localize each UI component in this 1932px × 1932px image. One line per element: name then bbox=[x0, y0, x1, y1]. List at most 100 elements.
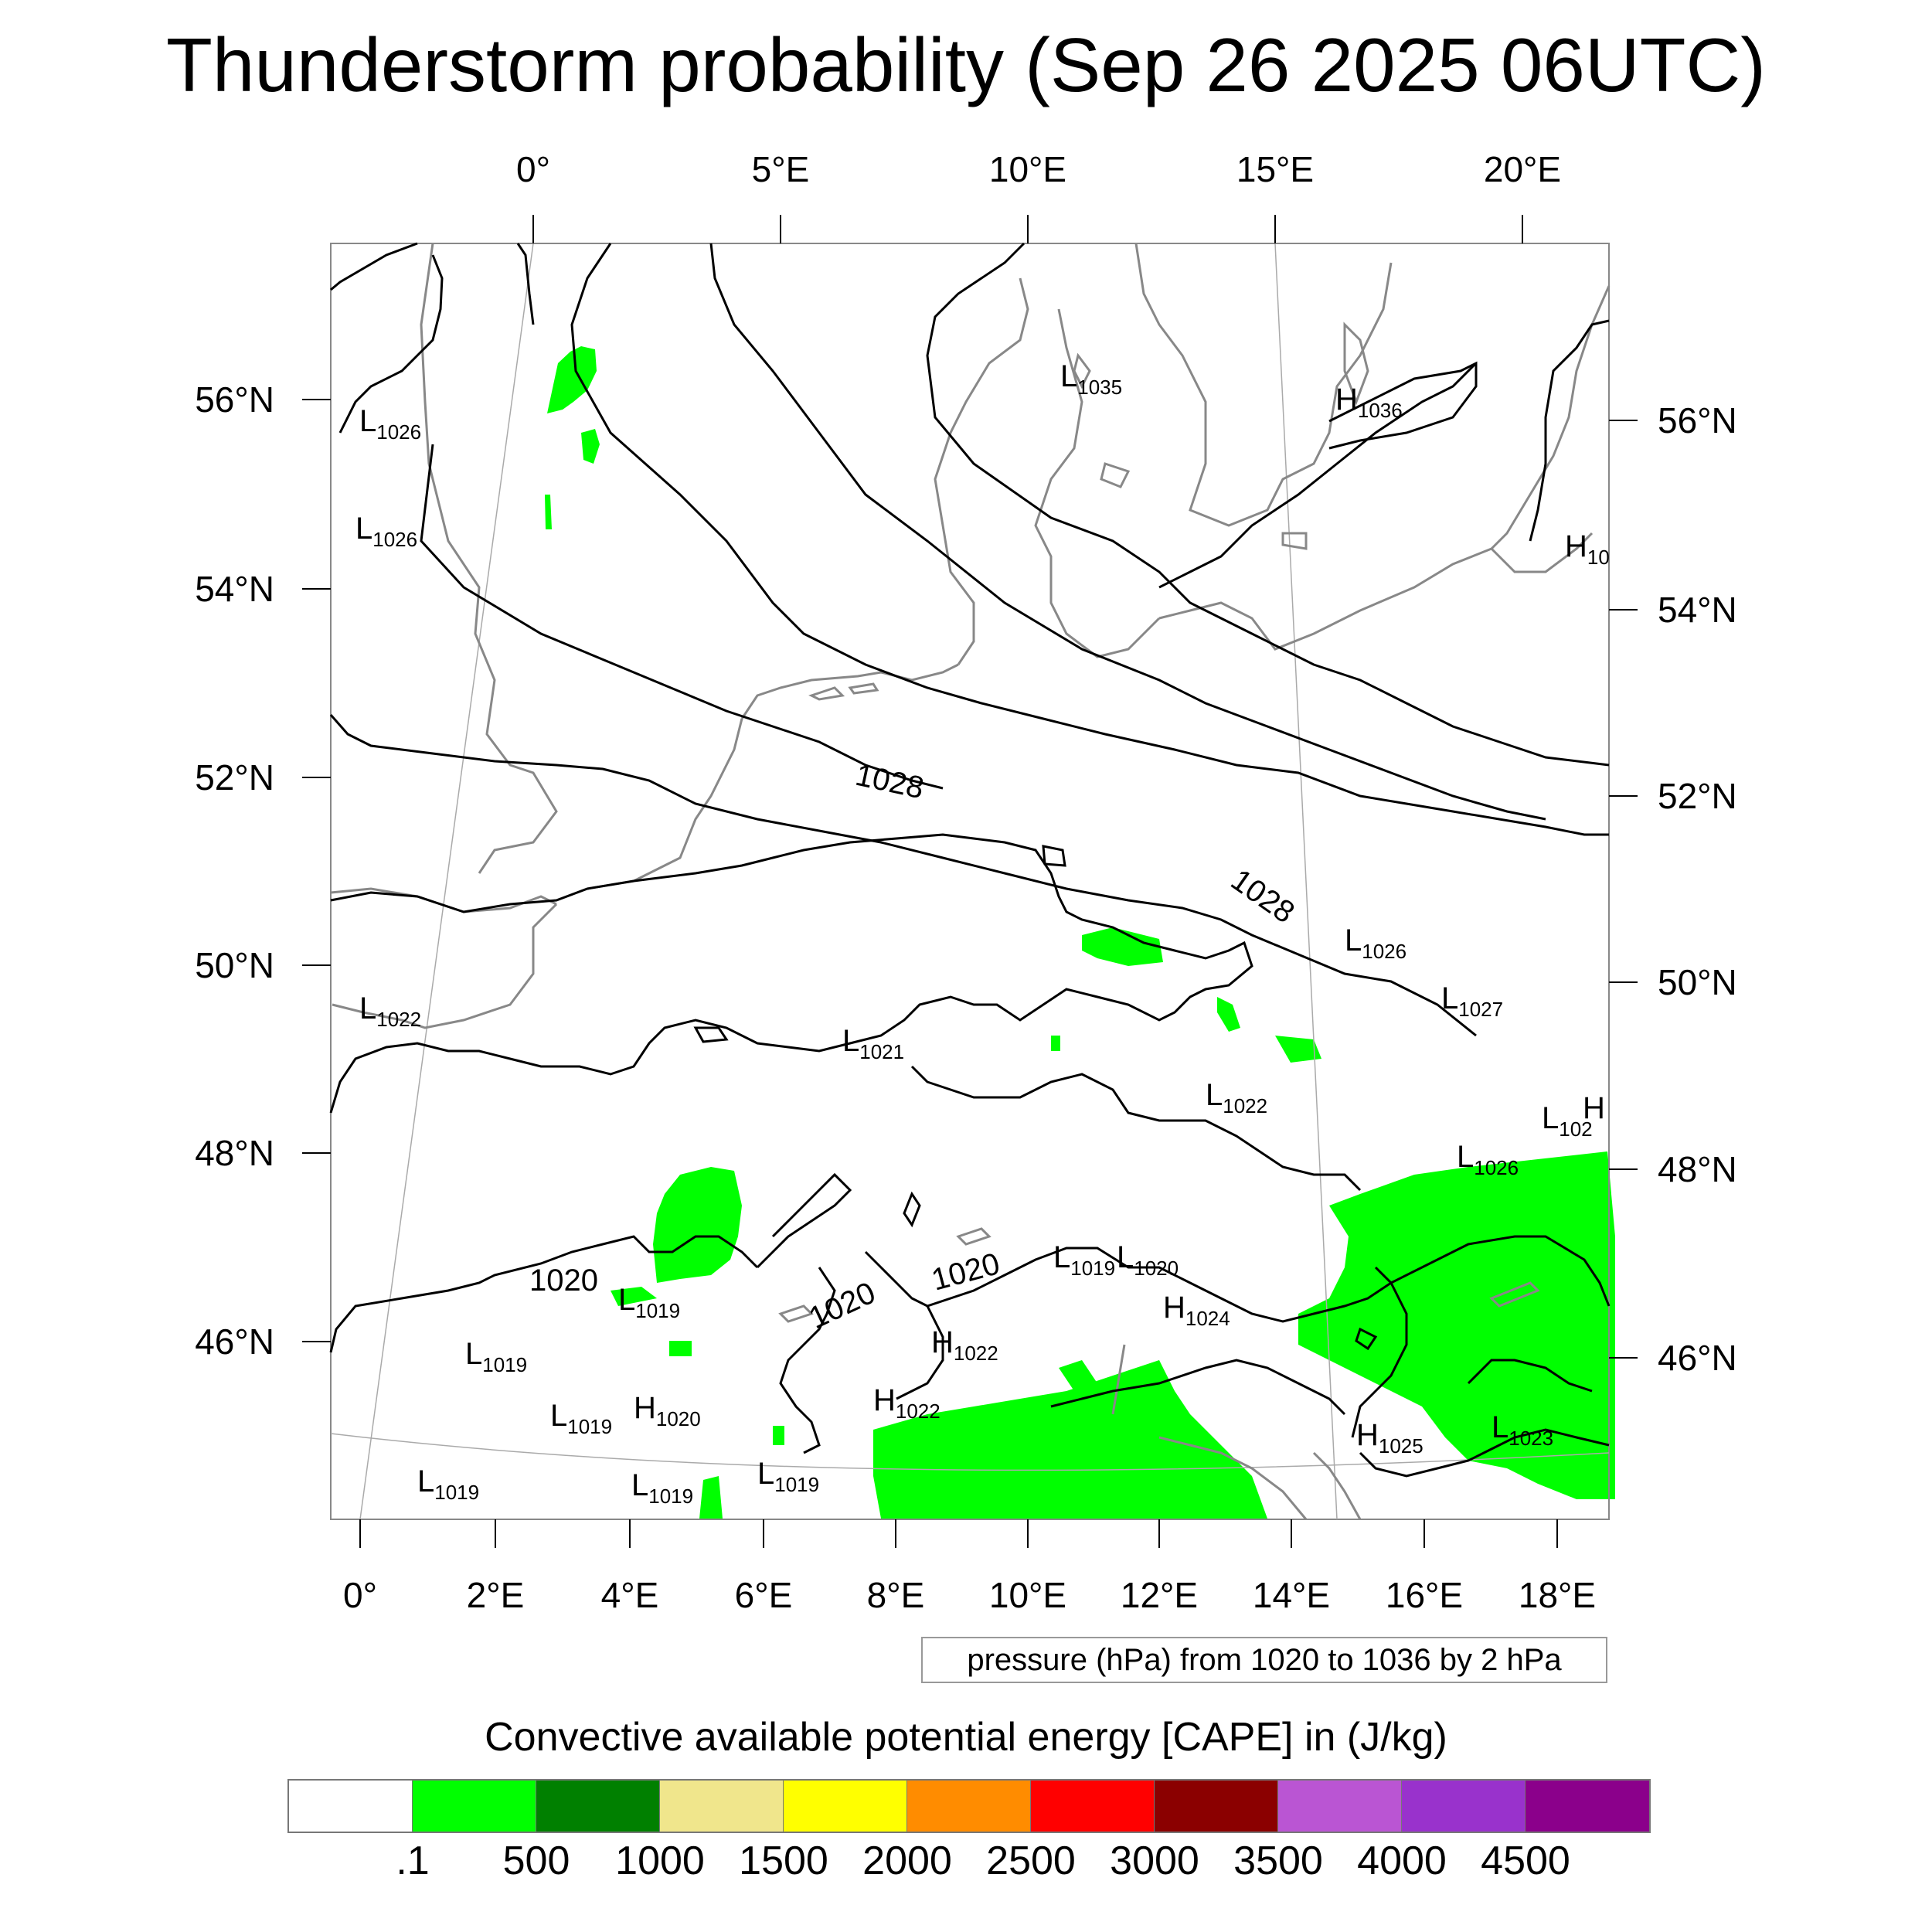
coast-baltic-states bbox=[1490, 285, 1611, 550]
left-tick-56n: 56°N bbox=[195, 379, 274, 420]
pressure-center-l-26: L1023 bbox=[1492, 1410, 1553, 1450]
isobar-12 bbox=[329, 833, 1253, 1114]
coast-bornholm bbox=[1281, 532, 1308, 550]
contour-label-1020-b: 1020 bbox=[804, 1276, 880, 1335]
pressure-note: pressure (hPa) from 1020 to 1036 by 2 hP… bbox=[921, 1637, 1607, 1683]
coastlines bbox=[330, 243, 1611, 1520]
isobar-8 bbox=[1158, 362, 1478, 589]
top-tick-10e: 10°E bbox=[989, 149, 1066, 189]
colorbar-swatch-1 bbox=[413, 1781, 536, 1832]
pressure-center-h-18: H1022 bbox=[873, 1383, 940, 1423]
left-tick-46n: 46°N bbox=[195, 1321, 274, 1362]
coast-lake-balaton bbox=[1489, 1281, 1540, 1308]
left-axis-labels: 56°N 54°N 52°N 50°N 48°N 46°N bbox=[195, 379, 274, 1362]
bottom-tick-2e: 2°E bbox=[467, 1575, 525, 1615]
contour-label-1020-c: 1020 bbox=[928, 1247, 1003, 1298]
isobar-21 bbox=[1351, 1266, 1408, 1438]
pressure-center-l-20: L1019 bbox=[550, 1399, 612, 1438]
top-axis-labels: 0° 5°E 10°E 15°E 20°E bbox=[516, 149, 1561, 189]
coast-istria bbox=[1312, 1451, 1362, 1520]
isobar-13 bbox=[910, 1065, 1362, 1192]
coast-alps-lakes bbox=[1111, 1344, 1126, 1415]
left-tick-50n: 50°N bbox=[195, 945, 274, 985]
isobar-small-4 bbox=[1355, 1327, 1378, 1351]
colorbar-swatch-2 bbox=[536, 1781, 660, 1832]
pressure-center-h-16: H1024 bbox=[1163, 1291, 1230, 1330]
isobar-small-2 bbox=[693, 1026, 729, 1043]
right-tick-46n: 46°N bbox=[1658, 1338, 1737, 1378]
colorbar-tick-label: 3000 bbox=[1110, 1838, 1199, 1883]
bottom-axis-labels: 0° 2°E 4°E 6°E 8°E 10°E 12°E 14°E 16°E 1… bbox=[343, 1575, 1596, 1615]
isobar-6 bbox=[709, 243, 1546, 821]
colorbar-tick-label: 1000 bbox=[615, 1838, 705, 1883]
coast-uk-east bbox=[420, 243, 558, 874]
pressure-center-l-7: L1022 bbox=[359, 992, 421, 1031]
bottom-tick-4e: 4°E bbox=[601, 1575, 659, 1615]
left-tick-52n: 52°N bbox=[195, 757, 274, 798]
colorbar-swatch-5 bbox=[907, 1781, 1031, 1832]
colorbar-tick-label: 1500 bbox=[739, 1838, 828, 1883]
cape-area-czech bbox=[1082, 927, 1163, 966]
contour-label-1028-a: 1028 bbox=[852, 758, 927, 806]
top-tick-0: 0° bbox=[516, 149, 550, 189]
cape-area-alps-strip bbox=[1059, 1360, 1097, 1391]
colorbar-swatch-6 bbox=[1031, 1781, 1155, 1832]
pressure-center-l-10: L1026 bbox=[1457, 1140, 1519, 1179]
pressure-center-h-4: H10 bbox=[1565, 529, 1610, 569]
colorbar-swatch-0 bbox=[289, 1781, 413, 1832]
cape-area-north-sea-2 bbox=[581, 429, 600, 464]
coast-baltic-south bbox=[1158, 547, 1492, 651]
cape-area-south-small-2 bbox=[773, 1426, 784, 1445]
right-tick-50n: 50°N bbox=[1658, 962, 1737, 1002]
isobar-18 bbox=[896, 1305, 944, 1400]
isobar-9 bbox=[1529, 319, 1610, 542]
coast-gotland bbox=[1343, 321, 1369, 406]
contour-label-1028-b: 1028 bbox=[1225, 862, 1301, 930]
right-tick-56n: 56°N bbox=[1658, 400, 1737, 440]
colorbar-swatch-7 bbox=[1155, 1781, 1278, 1832]
isobar-11 bbox=[329, 714, 1477, 1037]
cape-area-adriatic bbox=[873, 1360, 1267, 1519]
top-tick-20e: 20°E bbox=[1484, 149, 1561, 189]
coast-islands-1 bbox=[808, 686, 845, 701]
isobar-15 bbox=[756, 1172, 852, 1269]
pressure-center-h-25: H1025 bbox=[1356, 1418, 1423, 1458]
isobar-small-1 bbox=[1042, 845, 1066, 867]
coast-adriatic-north bbox=[1158, 1436, 1308, 1520]
coast-netherlands bbox=[740, 663, 959, 719]
coast-islands-4 bbox=[1100, 462, 1131, 488]
pressure-center-l-13: L1019 bbox=[618, 1283, 680, 1322]
bottom-tick-14e: 14°E bbox=[1253, 1575, 1330, 1615]
isobars bbox=[329, 242, 1611, 1478]
isobar-7 bbox=[926, 242, 1610, 767]
isobar-3 bbox=[420, 444, 944, 790]
pressure-center-h-3: H1036 bbox=[1335, 383, 1403, 422]
top-tick-15e: 15°E bbox=[1236, 149, 1314, 189]
cape-fill-areas bbox=[545, 346, 1615, 1519]
coast-lake-constance bbox=[956, 1227, 992, 1246]
isobar-20 bbox=[1359, 1428, 1610, 1478]
coast-islands-2 bbox=[848, 682, 879, 695]
cape-area-hungary bbox=[1298, 1151, 1615, 1499]
coast-sweden bbox=[1134, 243, 1393, 527]
right-tick-54n: 54°N bbox=[1658, 590, 1737, 630]
left-tick-48n: 48°N bbox=[195, 1133, 274, 1173]
axis-ticks bbox=[302, 215, 1638, 1548]
pressure-center-l-14: L1019 bbox=[1053, 1240, 1115, 1280]
pressure-center-l-15: L1020 bbox=[1117, 1240, 1179, 1280]
left-tick-54n: 54°N bbox=[195, 569, 274, 609]
pressure-center-h-12: H bbox=[1583, 1091, 1605, 1125]
isobar-small-3 bbox=[903, 1191, 921, 1228]
bottom-tick-8e: 8°E bbox=[867, 1575, 925, 1615]
cape-area-france-3 bbox=[669, 1341, 692, 1356]
isobar-19 bbox=[1050, 1359, 1346, 1416]
colorbar-swatch-10 bbox=[1526, 1781, 1649, 1832]
colorbar-swatch-3 bbox=[660, 1781, 784, 1832]
coast-lake-geneva bbox=[778, 1304, 814, 1323]
coast-channel bbox=[587, 718, 743, 890]
isobar-22 bbox=[1467, 1359, 1593, 1393]
cape-area-north-sea-3 bbox=[545, 495, 552, 529]
colorbar-tick-label: 2500 bbox=[986, 1838, 1076, 1883]
bottom-tick-0: 0° bbox=[343, 1575, 377, 1615]
isobar-2 bbox=[330, 242, 418, 291]
